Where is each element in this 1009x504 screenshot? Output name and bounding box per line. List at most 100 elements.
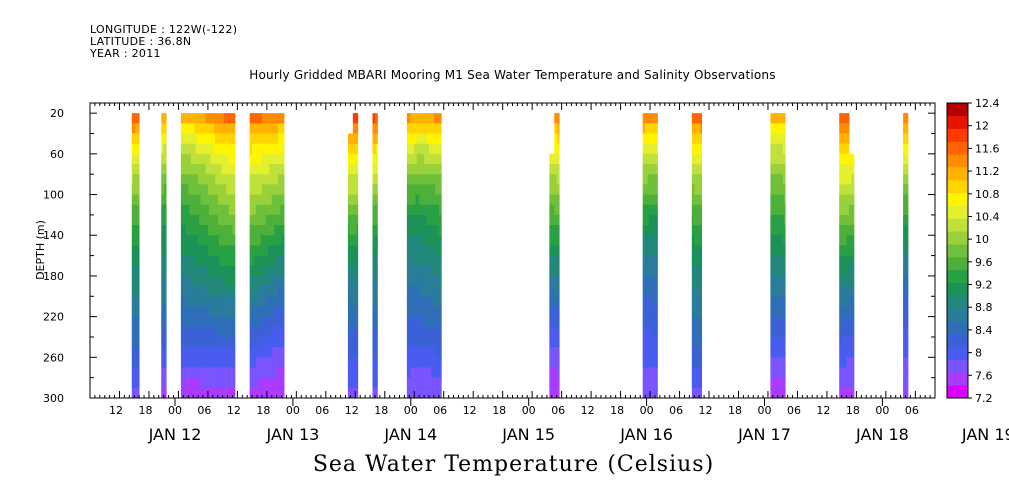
heatmap-cell [416,153,419,165]
heatmap-cell [271,296,274,307]
heatmap-cell [190,326,193,338]
heatmap-cell [842,174,845,185]
heatmap-cell [255,133,258,145]
heatmap-cell [696,184,699,195]
heatmap-cell [214,184,216,195]
heatmap-cell [906,113,909,124]
heatmap-cell [409,133,411,145]
heatmap-cell [226,387,228,399]
heatmap-cell [779,204,781,216]
heatmap-cell [215,214,217,226]
heatmap-cell [269,377,271,389]
heatmap-cell [134,377,136,389]
heatmap-cell [281,255,284,267]
heatmap-cell [260,316,263,328]
heatmap-cell [270,306,273,318]
heatmap-cell [433,326,436,338]
heatmap-cell [847,347,850,358]
heatmap-cell [433,306,436,318]
heatmap-cell [216,377,219,389]
heatmap-cell [217,367,220,379]
heatmap-cell [279,255,281,267]
heatmap-cell [191,245,194,256]
heatmap-cell [772,123,775,134]
heatmap-cell [841,296,844,307]
heatmap-cell [415,153,418,165]
heatmap-cell [233,347,236,358]
heatmap-cell [783,194,786,206]
heatmap-cell [845,164,847,175]
heatmap-cell [417,164,420,175]
heatmap-cell [190,113,193,124]
heatmap-cell [196,214,199,226]
heatmap-cell [409,275,411,287]
heatmap-cell [198,377,200,389]
heatmap-cell [232,225,235,236]
heatmap-cell [373,235,376,246]
heatmap-cell [349,174,351,185]
heatmap-cell [161,225,163,236]
heatmap-cell [428,367,431,379]
heatmap-cell [187,194,189,206]
heatmap-cell [777,164,780,175]
heatmap-cell [408,316,410,328]
heatmap-cell [352,347,355,358]
heatmap-cell [425,326,427,338]
heatmap-cell [424,306,426,318]
heatmap-cell [279,133,281,145]
heatmap-cell [427,174,430,185]
heatmap-cell [227,357,230,368]
heatmap-cell [282,296,285,307]
heatmap-cell [771,357,774,368]
heatmap-cell [249,347,252,358]
heatmap-cell [282,336,285,348]
heatmap-cell [408,306,410,318]
heatmap-cell [282,204,285,216]
heatmap-cell [557,204,560,216]
heatmap-cell [273,347,275,358]
heatmap-cell [437,235,440,246]
heatmap-cell [376,387,378,399]
heatmap-cell [233,387,236,399]
heatmap-cell [184,275,187,287]
heatmap-cell [196,286,199,297]
heatmap-cell [430,286,432,297]
heatmap-cell [188,347,190,358]
heatmap-cell [903,245,905,256]
heatmap-cell [271,214,274,226]
heatmap-cell [266,204,269,216]
heatmap-cell [839,164,841,175]
heatmap-cell [846,387,849,399]
heatmap-cell [437,123,440,134]
heatmap-cell [131,184,134,195]
heatmap-cell [279,326,281,338]
heatmap-cell [184,133,187,145]
heatmap-cell [415,265,418,277]
heatmap-cell [161,113,163,124]
heatmap-cell [770,153,773,165]
heatmap-cell [265,113,268,124]
heatmap-cell [230,184,232,195]
heatmap-cell [211,214,214,226]
heatmap-cell [281,387,284,399]
heatmap-cell [257,336,259,348]
heatmap-cell [137,316,140,328]
heatmap-cell [135,336,138,348]
heatmap-cell [164,255,167,267]
heatmap-cell [184,143,187,155]
heatmap-cell [268,275,270,287]
heatmap-cell [201,143,204,155]
heatmap-cell [410,296,413,307]
heatmap-cell [643,225,646,236]
heatmap-cell [550,275,553,287]
heatmap-cell [222,367,225,379]
heatmap-cell [550,316,553,328]
heatmap-cell [555,255,558,267]
heatmap-cell [653,204,656,216]
heatmap-cell [699,306,701,318]
heatmap-cell [432,316,435,328]
heatmap-cell [189,336,192,348]
heatmap-cell [844,164,846,175]
heatmap-cell [774,214,776,226]
heatmap-cell [198,367,200,379]
